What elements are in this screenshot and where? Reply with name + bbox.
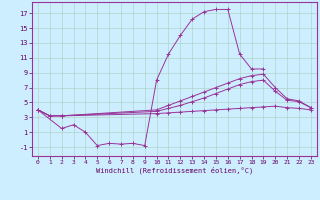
X-axis label: Windchill (Refroidissement éolien,°C): Windchill (Refroidissement éolien,°C) xyxy=(96,167,253,174)
